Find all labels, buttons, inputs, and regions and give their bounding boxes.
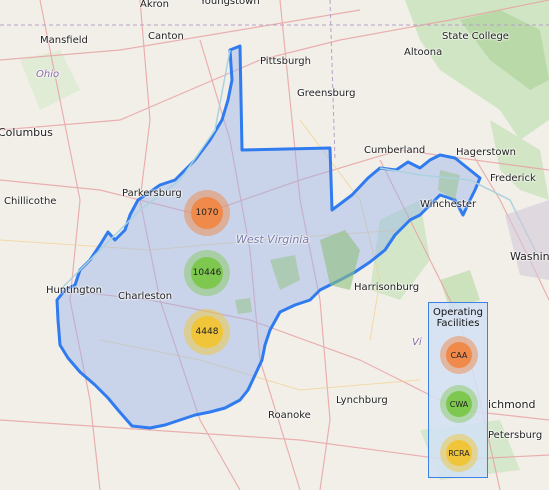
city-label-petersburg: Petersburg: [488, 430, 543, 441]
city-label-charleston: Charleston: [118, 291, 173, 302]
city-label-huntington: Huntington: [46, 285, 102, 296]
city-label-chillicothe: Chillicothe: [4, 196, 57, 207]
city-label-washington: Washin: [510, 250, 549, 263]
city-label-mansfield: Mansfield: [40, 35, 88, 46]
city-label-winchester: Winchester: [420, 199, 477, 210]
city-label-cumberland: Cumberland: [364, 145, 426, 156]
cluster-marker-rcra[interactable]: 4448: [184, 309, 230, 355]
cluster-count-rcra: 4448: [191, 316, 223, 348]
legend-panel: Operating Facilities CAA CWA RCRA: [428, 302, 488, 478]
city-label-lynchburg: Lynchburg: [336, 395, 388, 406]
city-label-state-college: State College: [442, 31, 509, 42]
cluster-count-caa: 1070: [191, 197, 223, 229]
legend-label-cwa: CWA: [446, 391, 472, 417]
city-label-altoona: Altoona: [404, 47, 443, 58]
city-label-pittsburgh: Pittsburgh: [260, 56, 311, 67]
legend-label-rcra: RCRA: [446, 440, 472, 466]
legend-title: Operating Facilities: [429, 307, 487, 329]
state-label-virginia: Vi: [412, 337, 422, 348]
west-virginia-boundary: [55, 44, 482, 430]
city-label-akron: Akron: [140, 0, 169, 10]
legend-item-cwa: CWA: [440, 385, 478, 423]
city-label-parkersburg: Parkersburg: [122, 188, 182, 199]
city-label-hagerstown: Hagerstown: [456, 147, 517, 158]
cluster-marker-cwa[interactable]: 10446: [184, 250, 230, 296]
cluster-marker-caa[interactable]: 1070: [184, 190, 230, 236]
city-label-richmond: ichmond: [488, 398, 536, 411]
city-label-columbus: Columbus: [0, 126, 53, 139]
state-label-ohio: Ohio: [36, 69, 60, 80]
legend-title-line1: Operating: [433, 307, 483, 318]
city-label-greensburg: Greensburg: [297, 88, 356, 99]
city-label-youngstown: Youngstown: [200, 0, 260, 7]
city-label-roanoke: Roanoke: [268, 410, 311, 421]
legend-item-caa: CAA: [440, 336, 478, 374]
legend-label-caa: CAA: [446, 342, 472, 368]
city-label-frederick: Frederick: [490, 173, 536, 184]
city-label-harrisonburg: Harrisonburg: [354, 282, 420, 293]
city-label-canton: Canton: [148, 31, 184, 42]
legend-title-line2: Facilities: [436, 318, 480, 329]
legend-item-rcra: RCRA: [440, 434, 478, 472]
state-label-west-virginia: West Virginia: [236, 233, 310, 246]
cluster-count-cwa: 10446: [191, 257, 223, 289]
